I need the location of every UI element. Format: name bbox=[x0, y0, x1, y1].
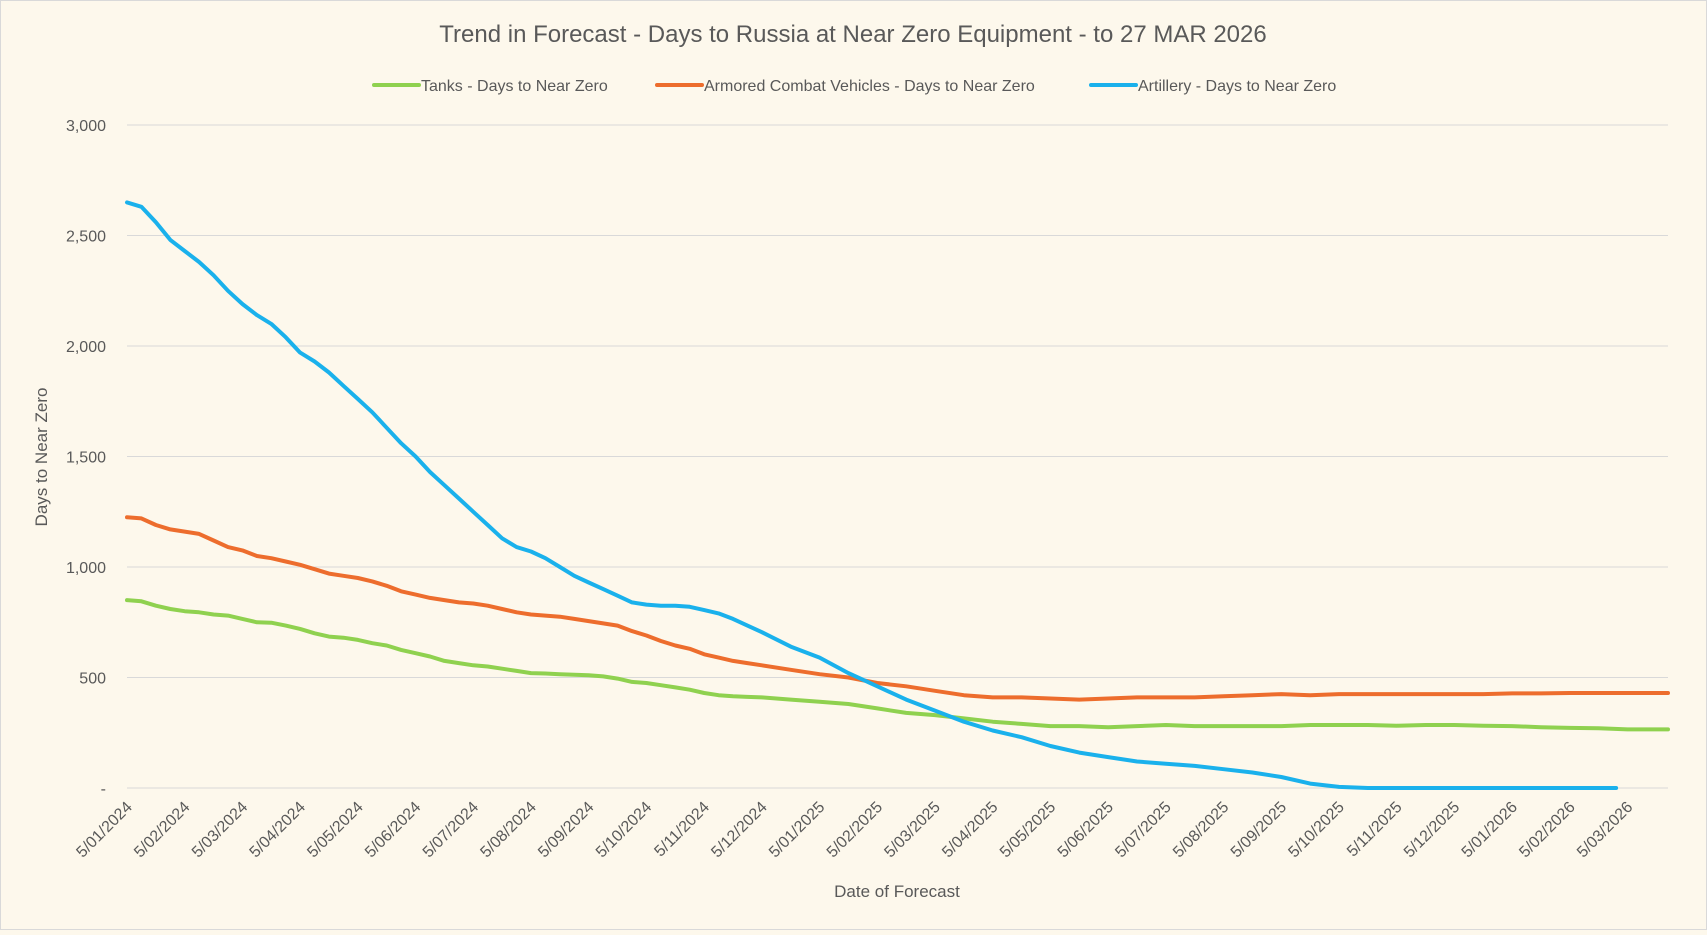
legend-item: Tanks - Days to Near Zero bbox=[372, 78, 608, 95]
legend-label: Tanks - Days to Near Zero bbox=[421, 78, 608, 95]
legend-label: Armored Combat Vehicles - Days to Near Z… bbox=[704, 78, 1035, 95]
x-axis-label: Date of Forecast bbox=[834, 882, 960, 901]
series-line-2 bbox=[125, 515, 1670, 702]
series-line-1 bbox=[125, 598, 1670, 732]
y-axis-tick-labels: - 500 1,000 1,500 2,000 2,500 3,000 bbox=[66, 118, 106, 798]
legend-label: Artillery - Days to Near Zero bbox=[1138, 78, 1336, 95]
y-axis-label: Days to Near Zero bbox=[32, 388, 51, 527]
y-tick-label: 2,500 bbox=[66, 229, 106, 246]
legend: Tanks - Days to Near Zero Armored Combat … bbox=[372, 78, 1336, 95]
gridlines bbox=[127, 124, 1668, 789]
y-tick-label: 2,000 bbox=[66, 339, 106, 356]
chart-title: Trend in Forecast - Days to Russia at Ne… bbox=[439, 21, 1266, 48]
series-line-3 bbox=[125, 200, 1619, 790]
y-tick-label: - bbox=[101, 781, 106, 798]
y-tick-label: 1,500 bbox=[66, 450, 106, 467]
y-tick-label: 3,000 bbox=[66, 118, 106, 135]
series-lines bbox=[125, 200, 1670, 790]
legend-item: Armored Combat Vehicles - Days to Near Z… bbox=[655, 78, 1035, 95]
legend-item: Artillery - Days to Near Zero bbox=[1089, 78, 1336, 95]
y-tick-label: 1,000 bbox=[66, 560, 106, 577]
y-tick-label: 500 bbox=[79, 671, 106, 688]
